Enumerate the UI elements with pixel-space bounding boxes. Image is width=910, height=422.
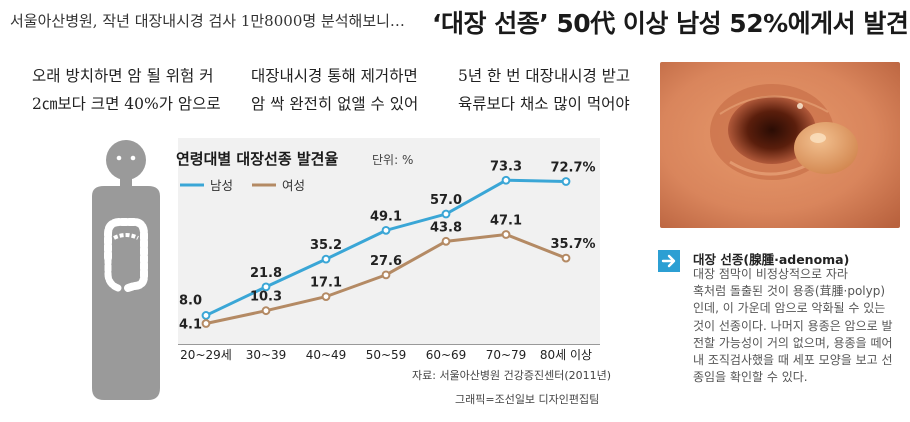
data-point-female <box>381 270 391 280</box>
key-point-1: 오래 방치하면 암 될 위험 커 2㎝보다 크면 40%가 암으로 <box>32 62 221 118</box>
data-point-female <box>321 292 331 302</box>
data-point-female <box>501 230 511 239</box>
chart-title: 연령대별 대장선종 발견율 <box>176 150 338 168</box>
colon-polyp-endoscopy-photo <box>660 62 900 228</box>
data-label-male: 73.3 <box>490 159 522 174</box>
x-tick-label: 20~29세 <box>180 348 232 362</box>
chart-unit: 단위: % <box>372 153 413 167</box>
data-label-male: 8.0 <box>179 293 202 308</box>
data-label-female: 43.8 <box>430 220 462 235</box>
key-point-1-line2: 2㎝보다 크면 40%가 암으로 <box>32 95 221 113</box>
data-point-male <box>381 225 391 235</box>
caption-title: 대장 선종(腺腫·adenoma) <box>693 252 850 267</box>
data-point-female <box>261 306 271 316</box>
data-point-male <box>561 177 571 186</box>
graphic-credit: 그래픽=조선일보 디자인편집팀 <box>455 393 600 406</box>
key-point-1-line1: 오래 방치하면 암 될 위험 커 <box>32 67 214 85</box>
caption-body: 대장 점막이 비정상적으로 자라 혹처럼 돌출된 것이 용종(茸腫·polyp)… <box>693 267 893 385</box>
x-tick-label: 60~69 <box>426 348 467 362</box>
data-point-male <box>201 311 211 320</box>
data-label-male: 57.0 <box>430 193 462 208</box>
x-tick-label: 30~39 <box>246 348 287 362</box>
x-tick-label: 80세 이상 <box>540 348 592 362</box>
x-tick-label: 70~79 <box>486 348 527 362</box>
data-point-male <box>441 209 451 219</box>
data-label-male: 35.2 <box>310 238 342 253</box>
source-note: 자료: 서울아산병원 건강증진센터(2011년) <box>412 369 612 382</box>
key-point-3-line1: 5년 한 번 대장내시경 받고 <box>458 67 631 85</box>
data-label-female: 35.7% <box>550 237 595 252</box>
data-point-male <box>261 282 271 292</box>
data-label-female: 47.1 <box>490 214 522 229</box>
data-label-male: 21.8 <box>250 266 282 281</box>
data-label-female: 4.1 <box>179 318 202 333</box>
arrow-right-icon <box>658 250 680 272</box>
headline: ‘대장 선종’ 50代 이상 남성 52%에게서 발견 <box>432 9 909 38</box>
legend-label-female: 여성 <box>282 178 305 193</box>
data-label-female: 17.1 <box>310 276 342 291</box>
data-point-male <box>501 175 511 185</box>
x-tick-label: 40~49 <box>306 348 347 362</box>
data-point-female <box>441 236 451 246</box>
key-point-2: 대장내시경 통해 제거하면 암 싹 완전히 없앨 수 있어 <box>251 62 418 118</box>
x-tick-label: 50~59 <box>366 348 407 362</box>
data-point-male <box>321 254 331 264</box>
human-body-colon-icon <box>92 140 160 400</box>
subheadline: 서울아산병원, 작년 대장내시경 검사 1만8000명 분석해보니… <box>10 12 405 30</box>
data-point-female <box>561 253 571 263</box>
data-label-male: 72.7% <box>550 161 595 176</box>
data-label-female: 27.6 <box>370 254 402 269</box>
data-point-female <box>201 319 211 328</box>
key-point-2-line1: 대장내시경 통해 제거하면 <box>251 67 418 85</box>
key-point-2-line2: 암 싹 완전히 없앨 수 있어 <box>251 95 419 113</box>
data-label-male: 49.1 <box>370 209 402 224</box>
data-label-female: 10.3 <box>250 290 282 305</box>
legend: 남성 여성 <box>180 178 305 193</box>
x-axis-line <box>178 344 600 345</box>
key-point-3-line2: 육류보다 채소 많이 먹어야 <box>458 95 630 113</box>
legend-label-male: 남성 <box>210 178 233 193</box>
key-point-3: 5년 한 번 대장내시경 받고 육류보다 채소 많이 먹어야 <box>458 62 630 118</box>
chart-background <box>178 138 600 344</box>
